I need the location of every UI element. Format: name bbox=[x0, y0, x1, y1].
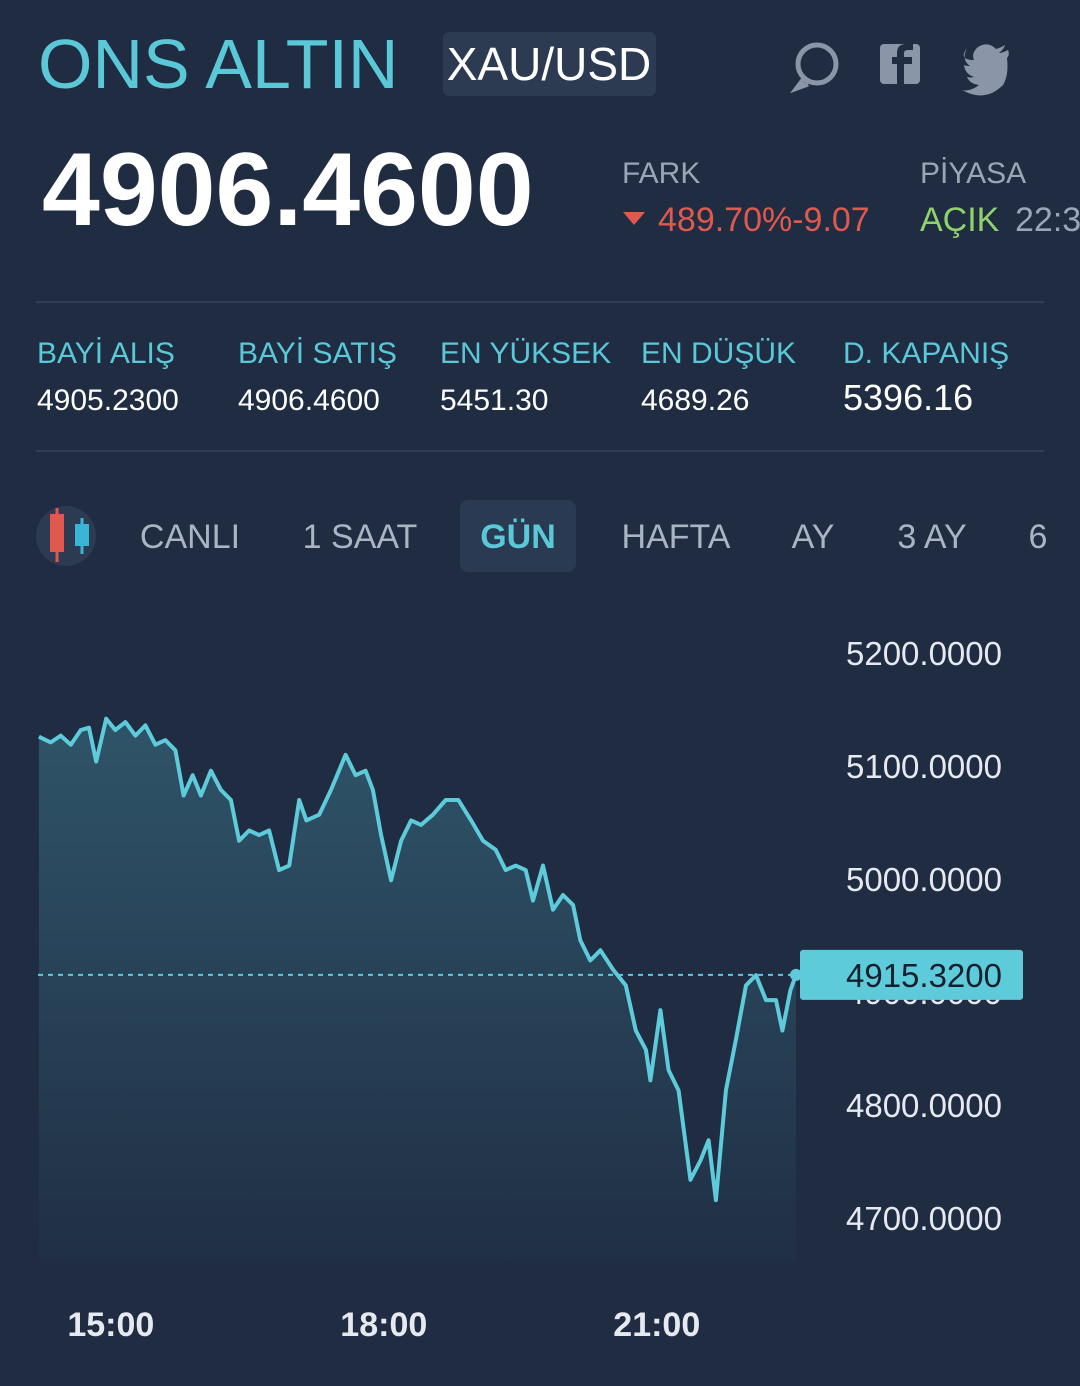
tab[interactable]: CANLI bbox=[140, 518, 240, 556]
stat-value: 4689.26 bbox=[641, 384, 749, 417]
tabs: CANLI 1 SAAT GÜN HAFTA AY 3 AY 6 bbox=[140, 500, 1048, 572]
tab[interactable]: 1 SAAT bbox=[303, 518, 418, 556]
y-tick-label: 5200.0000 bbox=[846, 635, 1002, 672]
change: 489.70%-9.07 bbox=[658, 201, 870, 239]
tab[interactable]: 3 AY bbox=[897, 518, 966, 556]
area bbox=[38, 718, 796, 1260]
facebook-icon[interactable] bbox=[880, 44, 920, 84]
x-tick-label: 15:00 bbox=[67, 1306, 154, 1344]
whatsapp-icon[interactable] bbox=[789, 42, 839, 94]
last-value-box bbox=[800, 949, 1023, 1000]
y-tick-label: 4800.0000 bbox=[846, 1087, 1002, 1124]
stat-value: 4905.2300 bbox=[37, 384, 179, 417]
price-line bbox=[38, 716, 798, 1203]
stat-label: D. KAPANIŞ bbox=[843, 337, 1009, 370]
symbol: XAU/USD bbox=[447, 38, 651, 90]
tab[interactable]: 6 bbox=[1029, 518, 1048, 556]
symbol-badge bbox=[443, 32, 656, 96]
twitter-icon[interactable] bbox=[962, 44, 1009, 96]
change-label: FARK bbox=[622, 157, 700, 190]
last-point bbox=[790, 968, 802, 981]
stats: BAYİ ALIŞ 4905.2300 BAYİ SATIŞ 4906.4600 EN … bbox=[37, 337, 1009, 418]
x-tick-label: 18:00 bbox=[340, 1306, 427, 1344]
tab[interactable]: AY bbox=[792, 518, 835, 556]
active-tab-bg bbox=[460, 500, 576, 572]
market-status: AÇIK bbox=[920, 201, 1000, 239]
stat-label: EN DÜŞÜK bbox=[641, 337, 796, 370]
stat-value: 4906.4600 bbox=[238, 384, 380, 417]
down-arrow bbox=[623, 212, 645, 225]
stat-label: BAYİ ALIŞ bbox=[37, 337, 175, 370]
stat-value: 5396.16 bbox=[843, 377, 973, 418]
candle-toggle[interactable] bbox=[36, 506, 96, 566]
market-label: PİYASA bbox=[920, 157, 1026, 190]
tab[interactable]: GÜN bbox=[480, 518, 556, 556]
tab[interactable]: HAFTA bbox=[622, 518, 731, 556]
price: 4906.4600 bbox=[42, 132, 534, 248]
stat-label: BAYİ SATIŞ bbox=[238, 337, 397, 370]
title: ONS ALTIN bbox=[38, 25, 398, 103]
y-tick-label: 4700.0000 bbox=[846, 1200, 1002, 1237]
last-value-label: 4915.3200 bbox=[846, 957, 1002, 994]
y-tick-label: 5100.0000 bbox=[846, 748, 1002, 785]
market-time: 22:3 bbox=[1015, 201, 1080, 239]
stat-value: 5451.30 bbox=[440, 384, 548, 417]
stat-label: EN YÜKSEK bbox=[440, 337, 611, 370]
chart: 4700.00004800.00004900.00005000.00005100… bbox=[38, 635, 1023, 1344]
y-tick-label: 5000.0000 bbox=[846, 861, 1002, 898]
x-tick-label: 21:00 bbox=[613, 1306, 700, 1344]
